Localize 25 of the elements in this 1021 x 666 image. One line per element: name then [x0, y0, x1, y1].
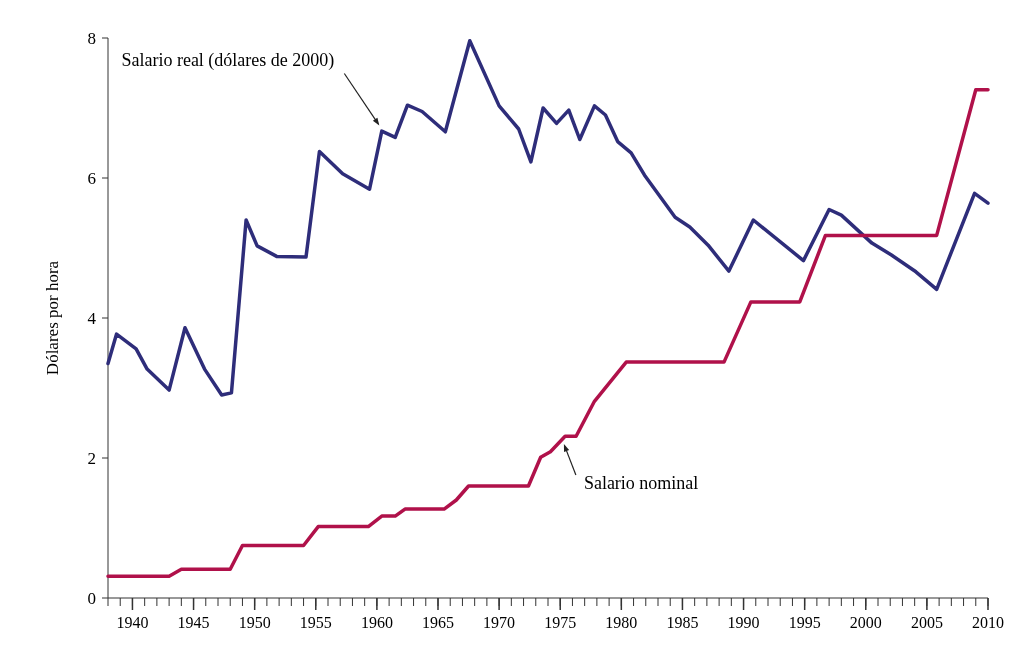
x-tick-label: 1980 [605, 614, 638, 631]
annotation: Salario real (dólares de 2000) [121, 49, 335, 71]
annotation: Salario nominal [583, 473, 699, 493]
y-axis-title: Dólares por hora [43, 260, 62, 376]
x-tick-label: 1965 [422, 614, 454, 631]
x-tick-label: 1985 [666, 614, 699, 631]
x-tick-label: 1975 [544, 614, 577, 631]
x-tick-label: 1950 [238, 614, 271, 631]
y-tick-label: 6 [87, 168, 96, 188]
x-tick-label: 1955 [299, 614, 332, 631]
x-tick-label: 1940 [116, 614, 149, 631]
x-tick-label: 1970 [483, 614, 516, 631]
x-tick-label: 2000 [849, 614, 882, 631]
x-tick-label: 2005 [910, 614, 943, 631]
x-tick-label: 2010 [972, 614, 1004, 631]
x-tick-label: 1945 [177, 614, 210, 631]
y-tick-label: 4 [87, 308, 97, 328]
x-tick-label: 1960 [360, 614, 393, 631]
y-tick-label: 8 [87, 28, 96, 48]
y-tick-label: 2 [87, 448, 96, 468]
y-tick-label: 0 [87, 588, 96, 608]
line-series [106, 39, 990, 397]
line-series [106, 88, 990, 579]
x-tick-label: 1990 [727, 614, 760, 631]
x-tick-label: 1995 [788, 614, 821, 631]
